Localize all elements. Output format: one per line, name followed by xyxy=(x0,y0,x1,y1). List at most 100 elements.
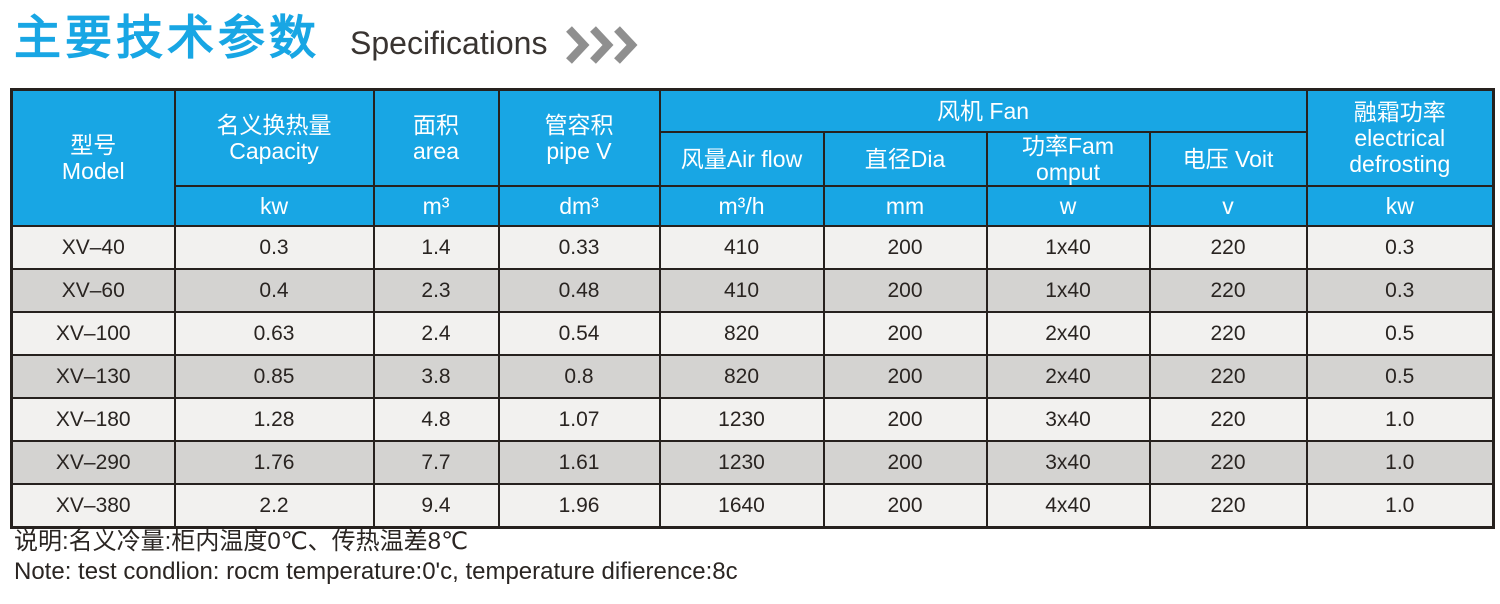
cell-pipe-volume: 0.48 xyxy=(497,268,661,314)
unit-area: m³ xyxy=(372,185,500,228)
table-row: XV–380 2.2 9.4 1.96 1640 200 4x40 220 1.… xyxy=(10,483,1495,529)
cell-defrosting: 0.5 xyxy=(1305,311,1495,357)
header-model-en: Model xyxy=(61,158,125,185)
cell-air-flow: 1230 xyxy=(658,397,825,443)
cell-power: 3x40 xyxy=(985,397,1151,443)
cell-diameter: 200 xyxy=(822,354,988,400)
table-row: XV–40 0.3 1.4 0.33 410 200 1x40 220 0.3 xyxy=(10,225,1495,271)
header-area-en: area xyxy=(412,138,460,165)
cell-model: XV–290 xyxy=(10,440,176,486)
cell-defrosting: 0.3 xyxy=(1305,225,1495,271)
cell-area: 9.4 xyxy=(372,483,500,529)
unit-defrosting: kw xyxy=(1305,185,1495,228)
header-defrosting-en1: electrical xyxy=(1354,124,1446,151)
cell-defrosting: 1.0 xyxy=(1305,440,1495,486)
header-fan-diameter: 直径Dia xyxy=(822,130,988,188)
cell-air-flow: 1230 xyxy=(658,440,825,486)
cell-area: 3.8 xyxy=(372,354,500,400)
table-row: XV–60 0.4 2.3 0.48 410 200 1x40 220 0.3 xyxy=(10,268,1495,314)
unit-power: w xyxy=(985,185,1151,228)
page-header: 主要技术参数 Specifications xyxy=(14,4,643,70)
header-capacity-en: Capacity xyxy=(229,138,319,165)
cell-voltage: 220 xyxy=(1148,483,1308,529)
cell-diameter: 200 xyxy=(822,483,988,529)
table-row: XV–290 1.76 7.7 1.61 1230 200 3x40 220 1… xyxy=(10,440,1495,486)
page-title-chinese: 主要技术参数 xyxy=(14,10,320,64)
header-defrosting: 融霜功率 electrical defrosting xyxy=(1305,88,1495,188)
cell-area: 2.3 xyxy=(372,268,500,314)
cell-model: XV–380 xyxy=(10,483,176,529)
header-fan-air-flow: 风量Air flow xyxy=(658,130,825,188)
cell-power: 1x40 xyxy=(985,268,1151,314)
cell-model: XV–130 xyxy=(10,354,176,400)
header-capacity-zh: 名义换热量 xyxy=(216,111,332,138)
cell-voltage: 220 xyxy=(1148,225,1308,271)
cell-diameter: 200 xyxy=(822,225,988,271)
cell-area: 7.7 xyxy=(372,440,500,486)
cell-model: XV–100 xyxy=(10,311,176,357)
table-row: XV–100 0.63 2.4 0.54 820 200 2x40 220 0.… xyxy=(10,311,1495,357)
cell-capacity: 0.3 xyxy=(173,225,375,271)
header-model: 型号 Model xyxy=(10,88,176,228)
cell-voltage: 220 xyxy=(1148,397,1308,443)
cell-voltage: 220 xyxy=(1148,311,1308,357)
cell-pipe-volume: 0.8 xyxy=(497,354,661,400)
specifications-table: 型号 Model 名义换热量 Capacity 面积 area 管容积 pipe… xyxy=(10,88,1496,529)
unit-diameter: mm xyxy=(822,185,988,228)
cell-model: XV–60 xyxy=(10,268,176,314)
cell-pipe-volume: 1.07 xyxy=(497,397,661,443)
table-body: XV–40 0.3 1.4 0.33 410 200 1x40 220 0.3 … xyxy=(10,225,1495,529)
cell-air-flow: 820 xyxy=(658,311,825,357)
cell-capacity: 1.76 xyxy=(173,440,375,486)
cell-voltage: 220 xyxy=(1148,268,1308,314)
header-fan-power: 功率Fam omput xyxy=(985,130,1151,188)
footer-notes: 说明:名义冷量:柜内温度0℃、传热温差8℃ Note: test condlio… xyxy=(14,527,738,587)
header-defrosting-en2: defrosting xyxy=(1349,151,1451,178)
header-fan-voltage: 电压 Voit xyxy=(1148,130,1308,188)
header-capacity: 名义换热量 Capacity xyxy=(173,88,375,188)
cell-air-flow: 410 xyxy=(658,268,825,314)
cell-power: 2x40 xyxy=(985,311,1151,357)
table-row: XV–180 1.28 4.8 1.07 1230 200 3x40 220 1… xyxy=(10,397,1495,443)
unit-pipe-volume: dm³ xyxy=(497,185,661,228)
cell-diameter: 200 xyxy=(822,397,988,443)
unit-air-flow: m³/h xyxy=(658,185,825,228)
cell-voltage: 220 xyxy=(1148,440,1308,486)
cell-diameter: 200 xyxy=(822,311,988,357)
cell-diameter: 200 xyxy=(822,440,988,486)
cell-power: 2x40 xyxy=(985,354,1151,400)
header-pipe-volume: 管容积 pipe V xyxy=(497,88,661,188)
cell-capacity: 2.2 xyxy=(173,483,375,529)
cell-air-flow: 410 xyxy=(658,225,825,271)
table-row: XV–130 0.85 3.8 0.8 820 200 2x40 220 0.5 xyxy=(10,354,1495,400)
cell-pipe-volume: 0.54 xyxy=(497,311,661,357)
cell-pipe-volume: 1.96 xyxy=(497,483,661,529)
header-area-zh: 面积 xyxy=(413,111,459,138)
triple-chevron-right-icon xyxy=(565,26,643,64)
cell-air-flow: 820 xyxy=(658,354,825,400)
header-pipe-volume-en: pipe V xyxy=(546,138,612,165)
note-english: Note: test condlion: rocm temperature:0'… xyxy=(14,557,738,585)
cell-power: 1x40 xyxy=(985,225,1151,271)
header-fan-group: 风机 Fan xyxy=(658,88,1308,133)
cell-capacity: 0.63 xyxy=(173,311,375,357)
cell-air-flow: 1640 xyxy=(658,483,825,529)
cell-power: 4x40 xyxy=(985,483,1151,529)
cell-voltage: 220 xyxy=(1148,354,1308,400)
cell-power: 3x40 xyxy=(985,440,1151,486)
header-pipe-volume-zh: 管容积 xyxy=(544,111,614,138)
cell-capacity: 0.85 xyxy=(173,354,375,400)
cell-pipe-volume: 1.61 xyxy=(497,440,661,486)
cell-area: 4.8 xyxy=(372,397,500,443)
page-title-english: Specifications xyxy=(350,25,548,61)
cell-model: XV–180 xyxy=(10,397,176,443)
cell-capacity: 0.4 xyxy=(173,268,375,314)
unit-voltage: v xyxy=(1148,185,1308,228)
header-model-zh: 型号 xyxy=(70,131,117,158)
cell-defrosting: 1.0 xyxy=(1305,397,1495,443)
cell-diameter: 200 xyxy=(822,268,988,314)
header-area: 面积 area xyxy=(372,88,500,188)
cell-area: 1.4 xyxy=(372,225,500,271)
note-chinese: 说明:名义冷量:柜内温度0℃、传热温差8℃ xyxy=(14,528,468,555)
